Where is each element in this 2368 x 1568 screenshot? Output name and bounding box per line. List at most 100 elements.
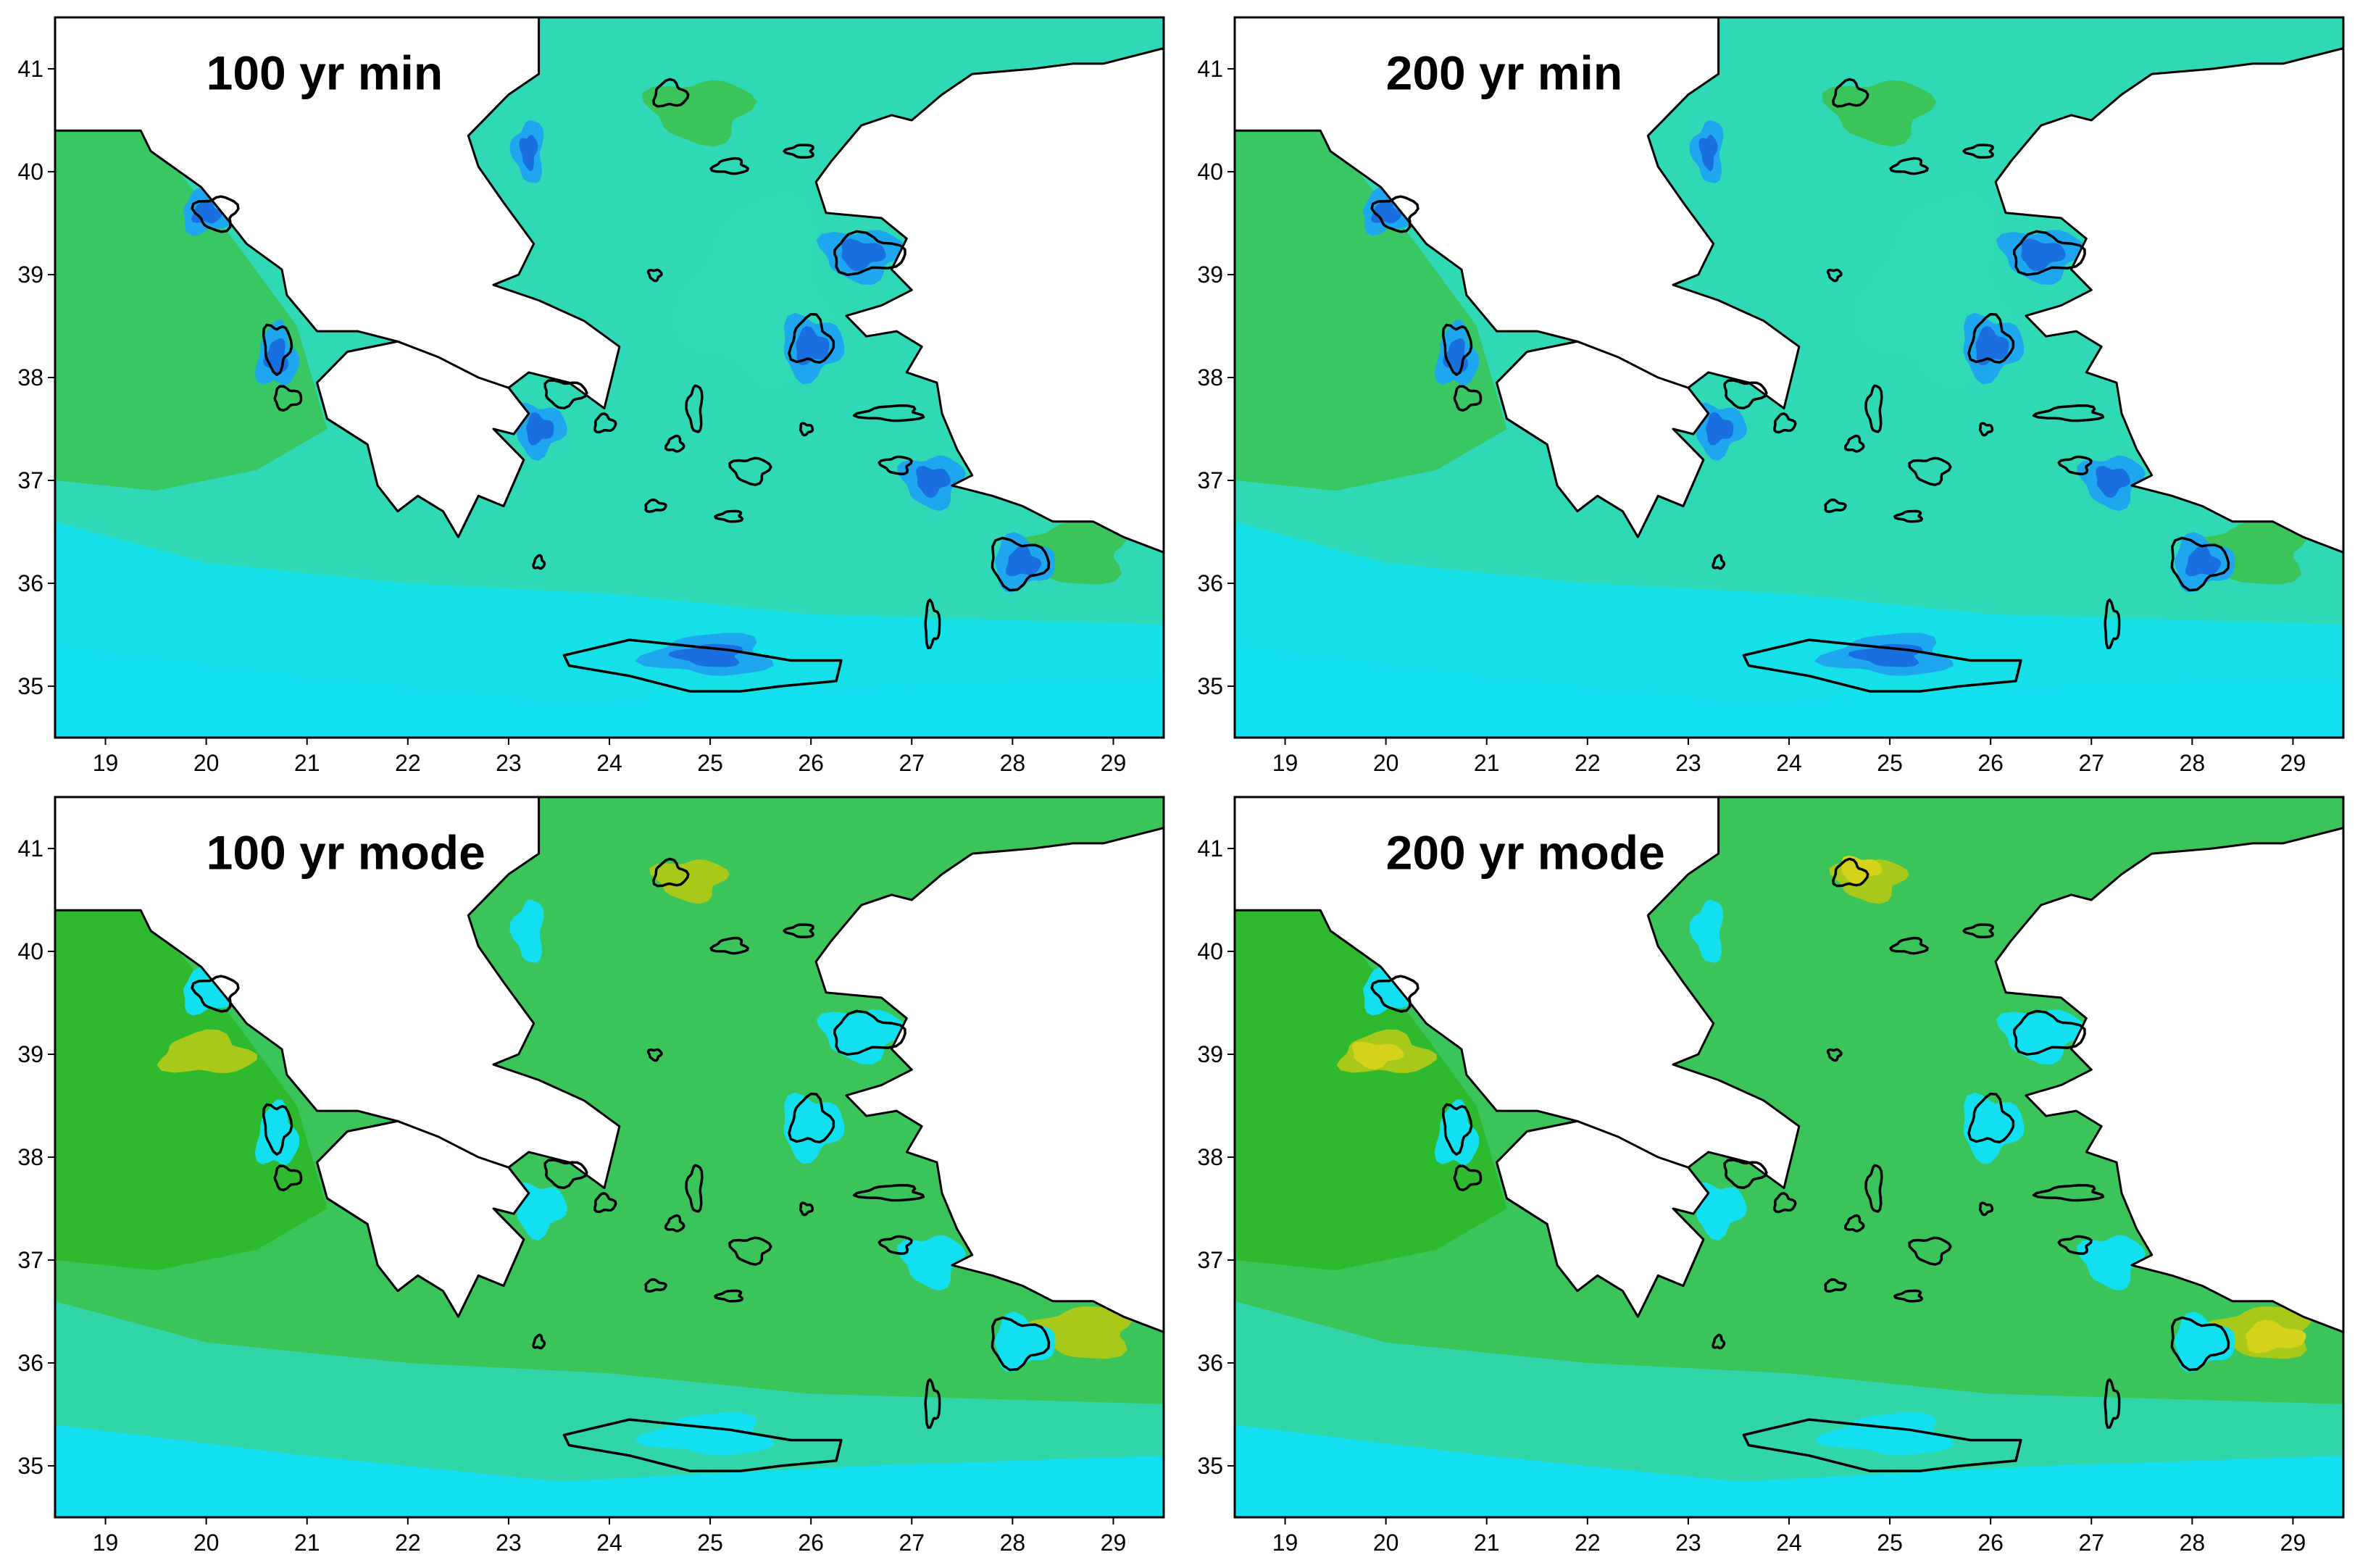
x-tick-label: 28 — [1000, 1530, 1026, 1556]
land-peloponnese — [1496, 340, 1710, 538]
y-tick-label: 40 — [17, 159, 43, 185]
island-outline — [685, 384, 704, 433]
y-tick-label: 41 — [1197, 56, 1223, 82]
island-outline — [924, 598, 941, 649]
sea-pocket — [1814, 1412, 1954, 1456]
panel-title: 200 yr mode — [1386, 825, 1665, 879]
x-tick-label: 22 — [1575, 750, 1601, 776]
island-outline — [783, 143, 814, 159]
sea-pocket-core — [796, 325, 830, 366]
island-outline — [1826, 268, 1843, 283]
map-svg: 19 20 21 22 23 24 25 26 27 28 29 41 40 39 38 37 36 35 200 … — [1197, 796, 2345, 1556]
island-outline — [652, 857, 690, 888]
island-outline — [1967, 1092, 2015, 1143]
plot-area — [55, 797, 1164, 1517]
y-tick-label: 36 — [1197, 570, 1223, 596]
sea-patch-rhodes — [1003, 521, 1129, 585]
x-tick-label: 29 — [1101, 1530, 1127, 1556]
island-outline — [728, 1236, 772, 1266]
island-outline — [1370, 195, 1419, 233]
sea-band-south-2 — [1235, 521, 2343, 702]
island-outline — [788, 1092, 835, 1143]
x-tick-label: 29 — [2280, 750, 2306, 776]
island-outline — [1864, 384, 1883, 433]
island-outline — [728, 456, 772, 486]
map-panel-200yr-mode: 19 20 21 22 23 24 25 26 27 28 29 41 40 39 38 37 36 35 200 … — [1180, 780, 2368, 1564]
sea-band-south — [1235, 1425, 2343, 1517]
x-tick-label: 27 — [2078, 750, 2104, 776]
x-tick-label: 21 — [294, 1530, 320, 1556]
y-tick-label: 41 — [17, 56, 43, 82]
island-outline — [709, 936, 749, 955]
x-tick-label: 20 — [193, 1530, 220, 1556]
y-tick-label: 37 — [17, 467, 43, 493]
island-outline — [562, 638, 843, 693]
island-outline — [1864, 1164, 1883, 1213]
island-outline — [273, 385, 303, 412]
x-tick-label: 23 — [1675, 750, 1701, 776]
y-tick-label: 37 — [1197, 467, 1223, 493]
island-outline — [646, 1048, 663, 1062]
y-tick-label: 40 — [17, 938, 43, 964]
sea-pocket — [183, 967, 234, 1016]
sea-hotspot-north — [649, 859, 730, 904]
x-tick-label: 21 — [1474, 1530, 1500, 1556]
island-outline — [788, 312, 835, 364]
x-tick-label: 19 — [93, 1530, 119, 1556]
island-outline — [1967, 312, 2015, 364]
land-peloponnese — [316, 1119, 530, 1318]
island-outline — [1453, 1164, 1483, 1192]
panel-title: 100 yr mode — [207, 825, 485, 879]
sea-pocket-core — [841, 238, 886, 272]
island-outline — [991, 1316, 1051, 1372]
map-svg: 19 20 21 22 23 24 25 26 27 28 29 41 40 39 38 37 36 35 100 … — [17, 796, 1165, 1556]
island-outline — [1723, 379, 1768, 410]
x-tick-label: 26 — [1977, 1530, 2004, 1556]
island-outline — [2170, 1316, 2230, 1372]
x-tick-label: 23 — [496, 1530, 522, 1556]
island-outline — [2057, 1235, 2093, 1255]
sea-pocket — [2077, 1235, 2146, 1291]
x-tick-label: 24 — [1776, 1530, 1802, 1556]
island-outline — [924, 1377, 941, 1429]
island-outline — [646, 268, 663, 283]
y-tick-label: 37 — [17, 1247, 43, 1273]
sea-hotspot-rhodes — [1020, 1306, 1133, 1359]
island-outline — [191, 975, 240, 1013]
sea-pocket — [514, 1182, 567, 1240]
island-outline — [1826, 1048, 1843, 1062]
x-tick-label: 25 — [1877, 1530, 1903, 1556]
island-outline — [714, 509, 744, 523]
x-tick-label: 24 — [596, 1530, 622, 1556]
island-outline — [2104, 1377, 2121, 1429]
x-tick-label: 26 — [1977, 750, 2004, 776]
sea-hotspot-rhodes-core — [2246, 1319, 2306, 1354]
island-outline — [799, 1201, 814, 1217]
island-outline — [1370, 975, 1419, 1013]
island-outline — [1893, 509, 1924, 523]
map-panel-100yr-mode: 19 20 21 22 23 24 25 26 27 28 29 41 40 39 38 37 36 35 100 … — [0, 780, 1188, 1564]
sea-pocket — [1963, 1092, 2025, 1164]
sea-pocket-core — [2021, 238, 2066, 272]
y-tick-label: 38 — [1197, 1144, 1223, 1170]
island-outline — [2013, 230, 2086, 276]
y-tick-label: 35 — [1197, 673, 1223, 699]
x-tick-label: 25 — [1877, 750, 1903, 776]
x-tick-label: 22 — [395, 1530, 421, 1556]
y-tick-label: 36 — [17, 1350, 43, 1376]
island-outline — [709, 157, 749, 175]
island-outline — [833, 230, 906, 276]
panel-title: 200 yr min — [1386, 46, 1623, 99]
sea-pocket — [1363, 967, 1414, 1016]
map-panel-200yr-min: 19 20 21 22 23 24 25 26 27 28 29 41 40 39 38 37 36 35 200 … — [1180, 0, 2368, 784]
sea-band-south — [55, 1425, 1164, 1517]
sea-pocket — [783, 1092, 845, 1164]
y-tick-label: 35 — [17, 1453, 43, 1479]
x-tick-label: 25 — [697, 750, 723, 776]
sea-pocket-core — [1975, 325, 2009, 366]
sea-hotspot-ionian-core — [1351, 1041, 1405, 1069]
island-outline — [1889, 936, 1929, 955]
island-outline — [1908, 1236, 1952, 1266]
y-tick-label: 39 — [17, 262, 43, 288]
island-outline — [685, 1164, 704, 1213]
